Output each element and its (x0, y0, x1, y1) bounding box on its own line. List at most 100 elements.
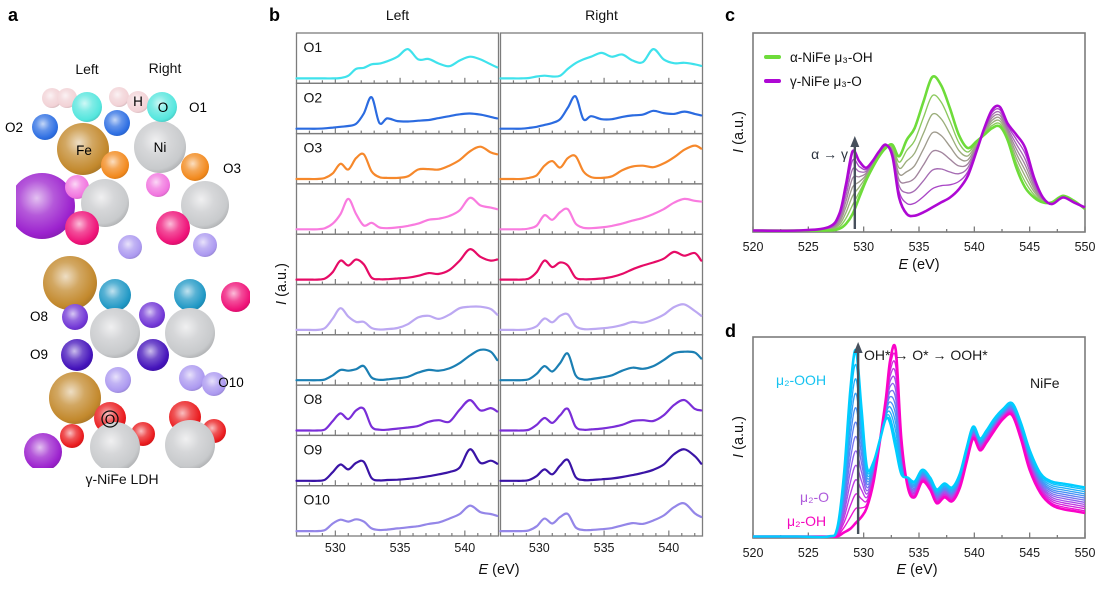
spectrum-curve (295, 348, 499, 382)
row-label: O1 (304, 39, 323, 55)
spectrum-cell-frame (499, 485, 704, 537)
atom-violet (139, 302, 165, 328)
tick-label: 540 (964, 546, 985, 560)
tick-label: 550 (1075, 546, 1096, 560)
legend-label-gamma: γ-NiFe μ₃-O (790, 73, 862, 89)
atom-violet (62, 304, 88, 330)
panel-d-annotation: OH* → O* → OOH* (864, 347, 988, 363)
row-label: O3 (304, 140, 323, 156)
y-unit: (a.u.) (731, 416, 747, 450)
spectrum-curve (752, 104, 1086, 233)
spectrum-curve (295, 96, 499, 130)
panel-c-letter: c (725, 5, 736, 25)
panel-b-letter: b (269, 5, 280, 25)
atom-gold (43, 256, 97, 310)
atom-orange (101, 151, 129, 179)
atom-label: Fe (76, 143, 92, 158)
panel-c-y-label: I (a.u.) (731, 72, 747, 192)
panel-d-x-label: E (eV) (857, 562, 977, 578)
spectrum-curve (752, 108, 1086, 232)
tick-label: 535 (909, 240, 930, 254)
atom-pink (127, 91, 149, 113)
atom-gray (90, 308, 140, 358)
spectrum-cell-frame (499, 32, 704, 84)
panel-a-letter: a (8, 5, 19, 25)
panel-d-y-label: I (a.u.) (731, 377, 747, 497)
atom-pink (57, 88, 77, 108)
atom-label: O8 (30, 309, 48, 324)
y-unit: (a.u.) (731, 111, 747, 145)
atom-purple (16, 173, 75, 239)
spectrum-curve (295, 145, 499, 181)
x-unit: (eV) (910, 562, 938, 578)
spectrum-cell-frame (499, 283, 704, 336)
atom-label: O1 (189, 100, 207, 115)
row-label: O9 (304, 441, 323, 457)
atom-gray (90, 422, 140, 468)
panel-b-y-label: I (a.u.) (274, 224, 290, 344)
atom-label: O3 (223, 161, 241, 176)
tick-label: 525 (798, 240, 819, 254)
structure-model (16, 87, 250, 468)
plot-frame (752, 336, 1086, 539)
spectrum-curve (499, 197, 703, 231)
spectrum-curve (499, 95, 703, 130)
spectrum-curve (752, 367, 1086, 538)
atom-crimson (156, 211, 190, 245)
atom-lavender (118, 235, 142, 259)
atom-gold (57, 123, 109, 175)
y-var: I (731, 148, 747, 153)
structure-caption: γ-NiFe LDH (85, 471, 159, 487)
spectrum-curve (499, 250, 703, 281)
atom-gray (81, 179, 129, 227)
tick-label: 530 (529, 541, 550, 555)
atom-orchid (146, 173, 170, 197)
tick-label: 525 (798, 546, 819, 560)
x-unit: (eV) (492, 562, 520, 578)
spectrum-curve (499, 448, 703, 482)
panel-b-x-label: E (eV) (439, 562, 559, 578)
tick-label: 535 (909, 546, 930, 560)
atom-cyan (147, 92, 177, 122)
x-unit: (eV) (912, 257, 940, 273)
panel-c-legend: α-NiFe μ₃-OH γ-NiFe μ₃-O (764, 45, 873, 93)
spectrum-cell-frame (295, 82, 500, 135)
spectrum-curve (499, 350, 703, 382)
spectrum-curve (295, 196, 499, 231)
atom-blue (104, 110, 130, 136)
tick-label: 545 (1019, 546, 1040, 560)
atom-label: H (133, 94, 143, 109)
atom-label: O (105, 412, 116, 427)
x-var: E (896, 562, 907, 578)
atom-label: O10 (218, 375, 244, 390)
panel-d-label-mu2-ooh: μ₂-OOH (776, 372, 827, 388)
spectrum-cell-frame (295, 32, 500, 84)
structure-left-header: Left (75, 61, 99, 77)
atom-lavender (193, 233, 217, 257)
panel-d-label-mu2-o: μ₂-O (800, 489, 830, 505)
x-var: E (898, 257, 909, 273)
atom-gold (49, 372, 101, 424)
atom-cyan (72, 92, 102, 122)
atom-pink (42, 88, 62, 108)
row-label: O10 (304, 492, 331, 508)
atom-teal (174, 279, 206, 311)
atom-label: O9 (30, 347, 48, 362)
panel-b-col-left: Left (385, 7, 410, 23)
y-var: I (731, 453, 747, 458)
tick-label: 530 (853, 546, 874, 560)
spectrum-curve (752, 343, 1086, 539)
panel-c-annotation: α → γ (811, 146, 848, 162)
y-unit: (a.u.) (274, 263, 290, 297)
panel-d-letter: d (725, 321, 736, 341)
spectrum-curve (295, 399, 499, 432)
tick-label: 535 (390, 541, 411, 555)
legend-swatch-alpha (764, 55, 781, 59)
legend-label-alpha: α-NiFe μ₃-OH (790, 49, 873, 65)
row-label: O2 (304, 89, 323, 105)
spectrum-cell-frame (295, 485, 500, 537)
spectrum-curve (295, 48, 499, 80)
panel-d-label-mu2-oh: μ₂-OH (787, 513, 827, 529)
tick-label: 520 (743, 240, 764, 254)
